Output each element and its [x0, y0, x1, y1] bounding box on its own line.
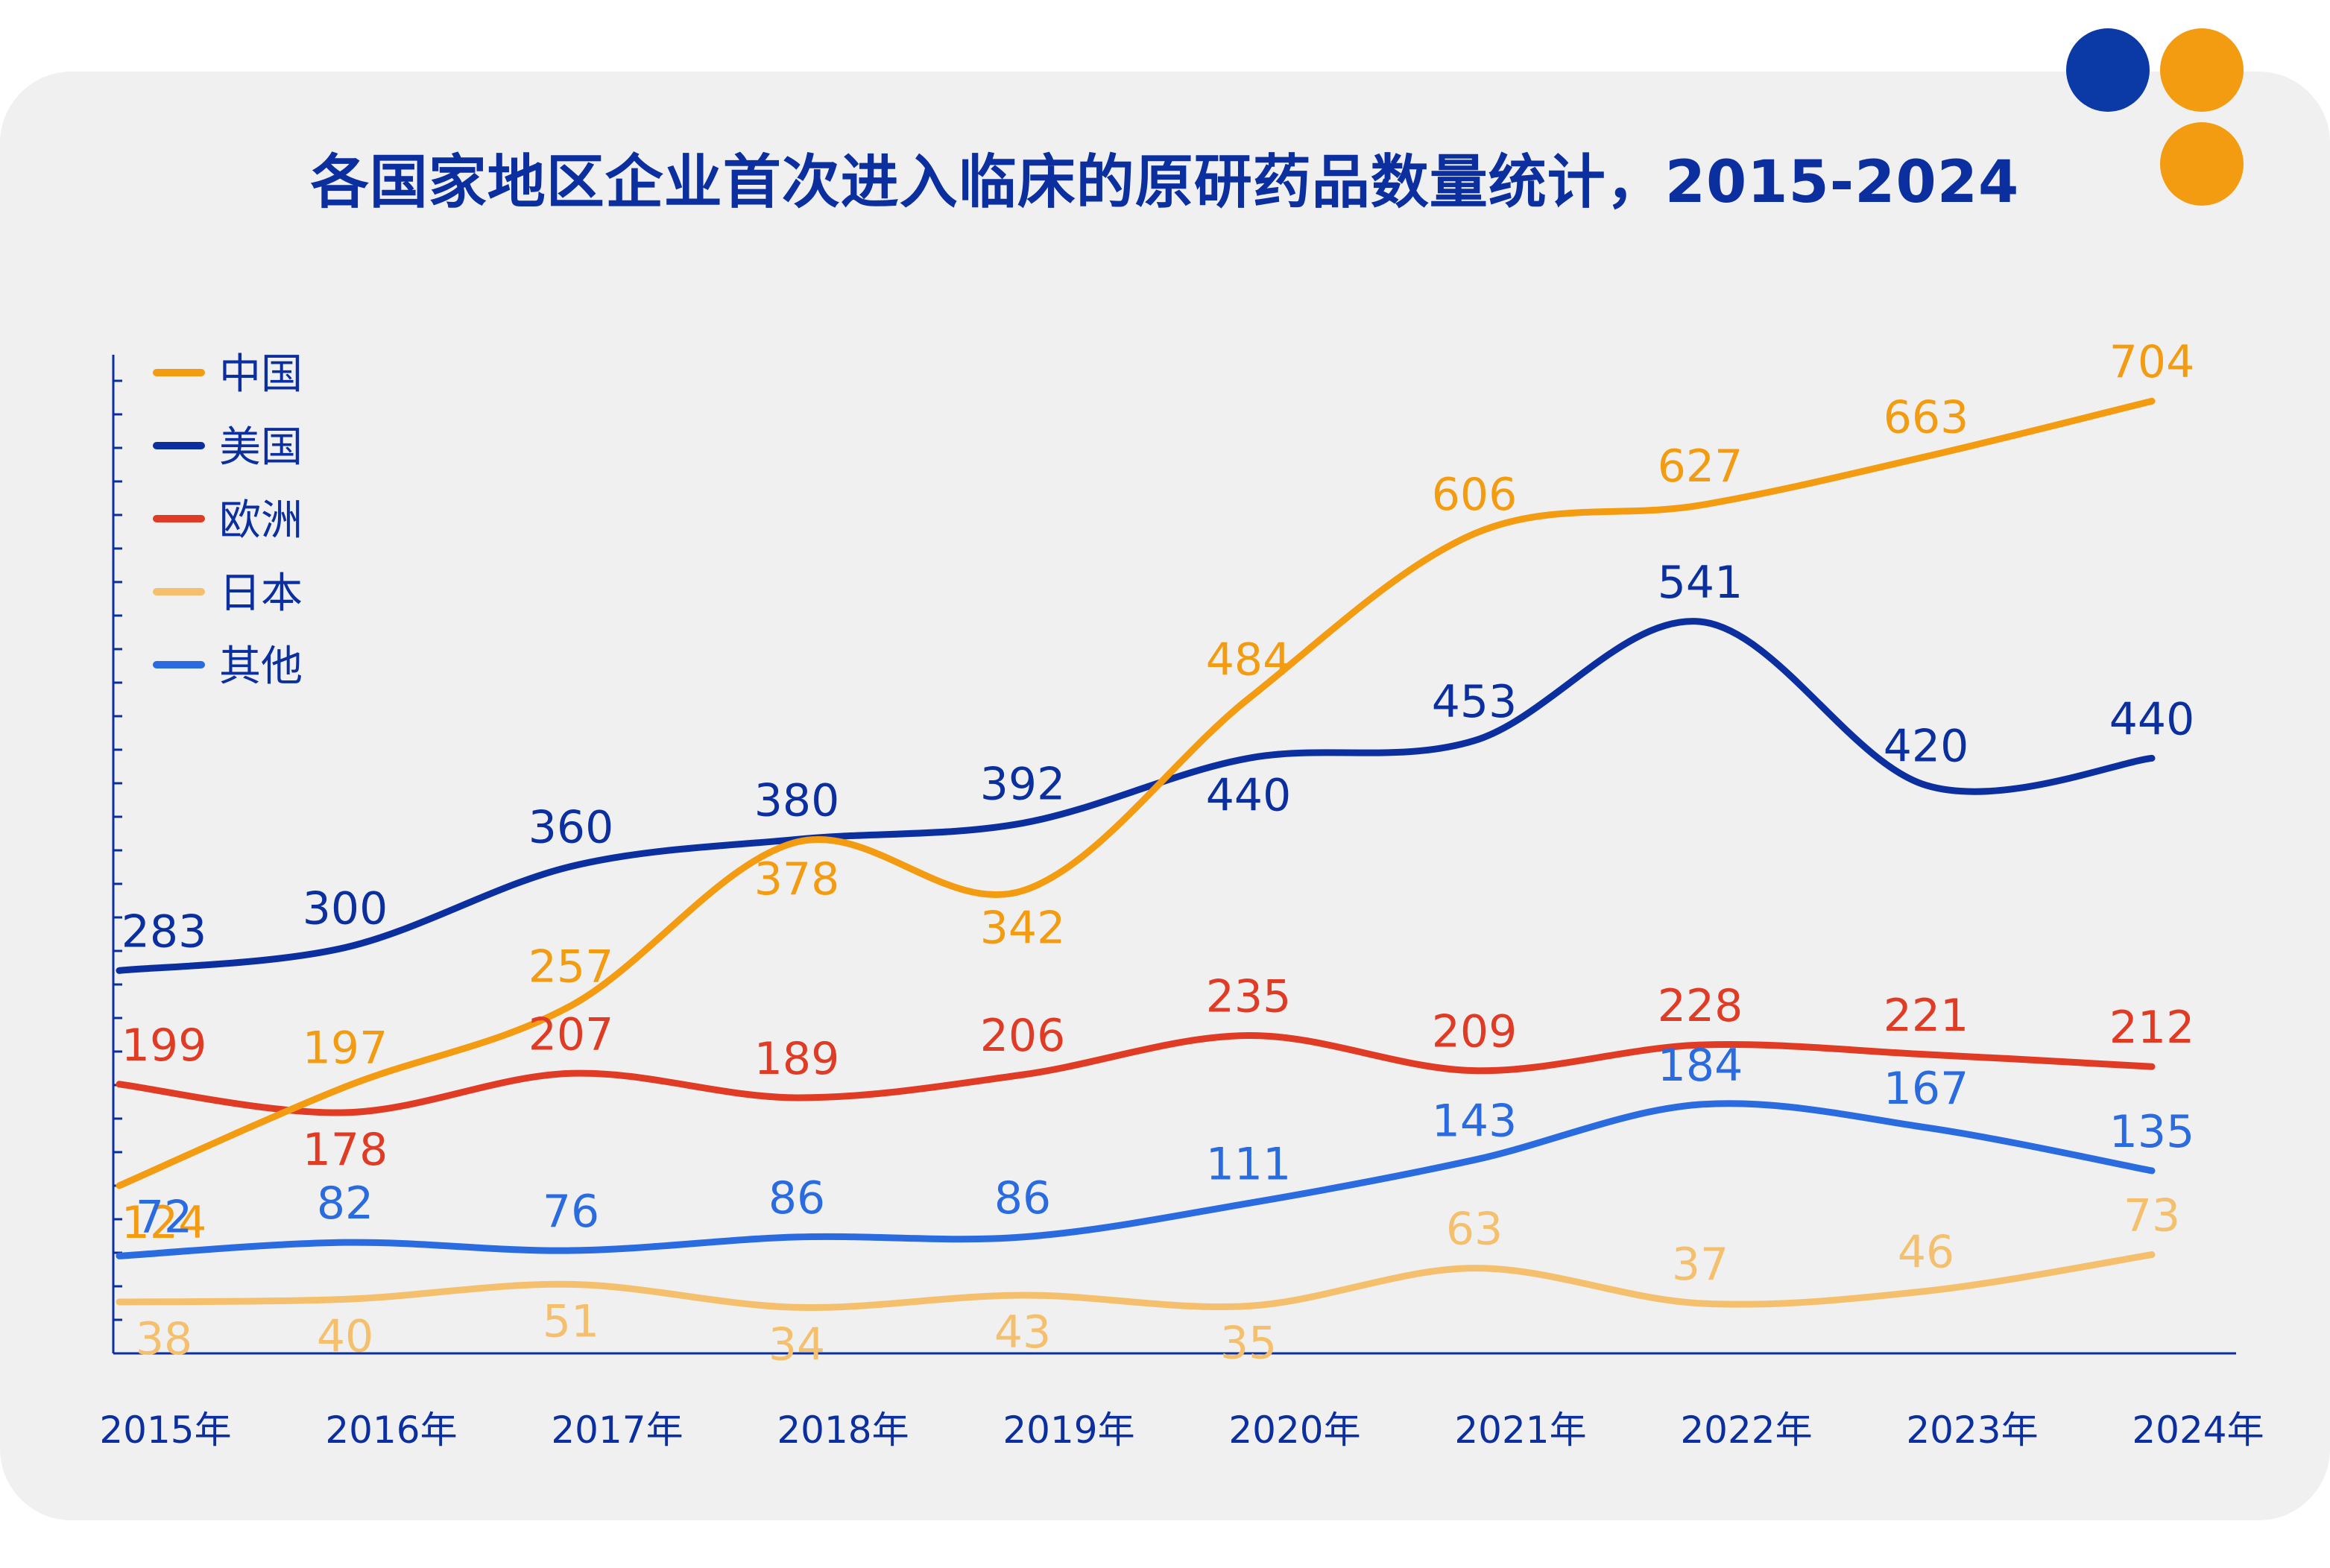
data-label: 199 — [121, 1019, 207, 1072]
decorative-blue-dot — [2066, 28, 2150, 112]
decorative-orange-dot — [2160, 28, 2244, 112]
x-tick-label: 2016年 — [325, 1409, 457, 1452]
data-label: 283 — [121, 905, 207, 958]
data-label: 184 — [1658, 1040, 1743, 1092]
x-tick-label: 2019年 — [1003, 1409, 1134, 1452]
x-tick-labels: 2015年 2016年 2017年 2018年 2019年 2020年 2021年 2022年… — [99, 1409, 2264, 1452]
data-label: 206 — [980, 1010, 1066, 1062]
legend-label: 中国 — [219, 350, 303, 399]
data-label: 606 — [1432, 469, 1518, 521]
data-label: 342 — [980, 902, 1066, 954]
x-tick-label: 2023年 — [1906, 1409, 2038, 1452]
data-label: 440 — [2109, 693, 2195, 745]
data-labels: 124 197 257 378 342 484 606 627 663 704 283 300 360 3… — [121, 336, 2195, 1371]
data-label: 73 — [2124, 1190, 2180, 1242]
data-label: 35 — [1220, 1317, 1277, 1369]
data-label: 541 — [1658, 557, 1743, 609]
x-tick-label: 2017年 — [551, 1409, 683, 1452]
series-line-美国 — [116, 618, 2156, 974]
data-label: 143 — [1432, 1095, 1518, 1147]
data-label: 212 — [2109, 1002, 2195, 1054]
data-label: 82 — [317, 1177, 373, 1230]
legend-label: 美国 — [219, 423, 303, 472]
data-label: 221 — [1884, 990, 1969, 1042]
data-label: 135 — [2109, 1106, 2195, 1158]
x-tick-label: 2024年 — [2132, 1409, 2264, 1452]
data-label: 38 — [136, 1313, 192, 1365]
data-label: 392 — [980, 759, 1066, 811]
data-label: 76 — [543, 1186, 599, 1238]
data-label: 167 — [1884, 1063, 1969, 1115]
series-line-日本 — [116, 1251, 2156, 1312]
data-label: 235 — [1206, 970, 1292, 1022]
data-label: 300 — [303, 883, 388, 935]
data-label: 704 — [2109, 336, 2195, 388]
x-tick-label: 2021年 — [1454, 1409, 1586, 1452]
data-label: 257 — [528, 941, 614, 993]
data-label: 34 — [768, 1318, 825, 1371]
data-label: 189 — [754, 1033, 840, 1085]
data-label: 46 — [1898, 1227, 1954, 1279]
data-label: 378 — [754, 853, 840, 905]
data-label: 453 — [1432, 676, 1518, 728]
data-label: 86 — [994, 1172, 1051, 1224]
data-label: 40 — [317, 1310, 373, 1362]
data-label: 627 — [1658, 440, 1743, 493]
data-label: 124 — [121, 1197, 207, 1249]
legend-label: 欧洲 — [219, 496, 303, 545]
series-line-欧洲 — [116, 1031, 2156, 1116]
series-line-其他 — [116, 1100, 2156, 1259]
chart-card — [0, 72, 2330, 1520]
decorative-orange-dot — [2160, 122, 2244, 206]
data-label: 207 — [528, 1008, 614, 1060]
chart-title: 各国家地区企业首次进入临床的原研药品数量统计，2015-2024 — [310, 149, 2020, 216]
x-tick-label: 2020年 — [1228, 1409, 1360, 1452]
data-label: 440 — [1206, 769, 1292, 821]
data-label: 86 — [768, 1172, 825, 1224]
chart-axes — [112, 355, 2236, 1355]
data-label: 360 — [528, 802, 614, 854]
data-label: 380 — [754, 774, 840, 826]
x-tick-label: 2022年 — [1680, 1409, 1812, 1452]
legend-label: 日本 — [219, 569, 303, 618]
data-label: 484 — [1206, 634, 1292, 686]
data-label: 209 — [1432, 1006, 1518, 1058]
data-label: 228 — [1658, 980, 1743, 1032]
data-label: 63 — [1446, 1204, 1503, 1256]
data-label: 43 — [994, 1306, 1051, 1359]
data-label: 111 — [1206, 1139, 1292, 1191]
data-label: 178 — [303, 1124, 388, 1176]
x-tick-label: 2015年 — [99, 1409, 231, 1452]
x-tick-label: 2018年 — [777, 1409, 909, 1452]
data-label: 663 — [1884, 392, 1969, 444]
series-line-中国 — [116, 397, 2156, 1189]
data-label: 72 — [136, 1191, 192, 1243]
data-label: 51 — [543, 1295, 599, 1347]
data-label: 37 — [1672, 1239, 1728, 1291]
series-lines — [116, 397, 2156, 1312]
data-label: 420 — [1884, 721, 1969, 773]
legend-label: 其他 — [219, 642, 303, 691]
data-label: 197 — [303, 1022, 388, 1074]
